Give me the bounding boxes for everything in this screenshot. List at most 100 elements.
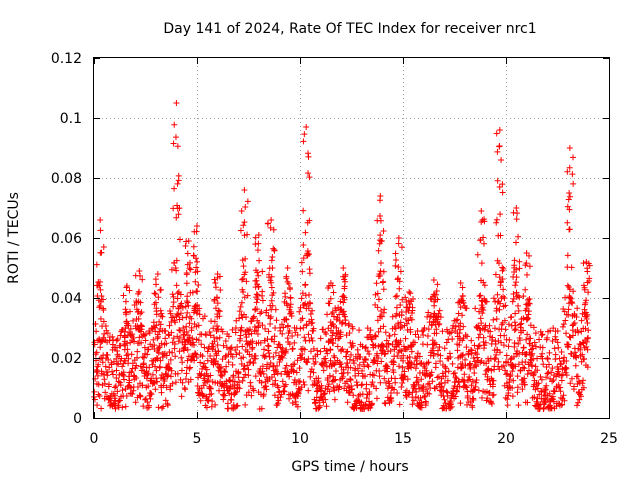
data-point [174, 311, 181, 318]
data-point [565, 311, 572, 318]
data-point [174, 295, 181, 302]
data-point [254, 269, 261, 276]
data-point [174, 290, 181, 297]
data-point [188, 324, 195, 331]
data-point [300, 138, 307, 145]
data-point [236, 350, 243, 357]
data-point [531, 394, 538, 401]
data-point [96, 393, 103, 400]
data-point [522, 358, 529, 365]
data-point [434, 374, 441, 381]
data-point [352, 372, 359, 379]
data-point [554, 327, 561, 334]
data-point [201, 360, 208, 367]
data-point [183, 314, 190, 321]
data-point [392, 312, 399, 319]
data-point [475, 343, 482, 350]
data-point [153, 354, 160, 361]
data-point [168, 367, 175, 374]
data-point [295, 378, 302, 385]
data-point [574, 305, 581, 312]
data-point [285, 280, 292, 287]
data-point [184, 250, 191, 257]
data-point [306, 174, 313, 181]
data-point [326, 372, 333, 379]
data-point [155, 404, 162, 411]
data-point [427, 295, 434, 302]
data-point [185, 238, 192, 244]
data-point [93, 328, 100, 335]
data-point [570, 288, 577, 295]
data-point [460, 351, 467, 358]
data-point [250, 360, 257, 367]
data-point [268, 297, 275, 304]
data-point [559, 323, 566, 330]
data-point [527, 322, 534, 329]
data-point [176, 326, 183, 333]
data-point [405, 307, 412, 314]
data-point [279, 354, 286, 361]
data-point [375, 328, 382, 335]
data-point [496, 183, 503, 190]
data-point [374, 290, 381, 297]
data-point [527, 335, 534, 342]
data-point [302, 281, 309, 288]
data-point [358, 382, 365, 389]
y-tick-label: 0.1 [60, 111, 82, 127]
data-point [369, 335, 376, 342]
data-point [174, 202, 181, 209]
data-point [123, 283, 130, 289]
data-point [562, 317, 569, 324]
data-point [296, 365, 303, 372]
data-point [109, 333, 116, 340]
data-point [561, 308, 568, 315]
data-point [455, 310, 462, 317]
data-point [164, 400, 171, 407]
data-point [493, 216, 500, 223]
data-point [246, 326, 253, 333]
data-point [408, 316, 415, 323]
data-point [186, 265, 193, 272]
data-point [191, 303, 198, 310]
data-point [568, 375, 575, 382]
data-point [260, 370, 267, 377]
data-point [363, 395, 370, 402]
data-point [494, 177, 501, 184]
y-tick-label: 0.08 [51, 171, 82, 187]
data-point [237, 227, 244, 234]
data-point [544, 370, 551, 377]
data-point [128, 369, 135, 376]
data-point [578, 393, 585, 400]
data-point [392, 293, 399, 300]
data-point [152, 276, 159, 283]
data-point [121, 334, 128, 341]
data-point [346, 356, 353, 363]
data-point [312, 358, 319, 365]
data-point [512, 239, 519, 246]
data-point [507, 371, 514, 378]
data-point [523, 260, 530, 267]
data-point [551, 345, 558, 352]
data-point [177, 327, 184, 334]
data-point [583, 297, 590, 304]
data-point [543, 374, 550, 381]
data-point [159, 354, 166, 361]
data-point [563, 372, 570, 379]
data-point [205, 377, 212, 384]
data-point [176, 316, 183, 323]
data-point [120, 369, 127, 376]
data-point [497, 211, 504, 218]
data-point [117, 342, 124, 349]
data-point [115, 378, 122, 385]
data-point [183, 328, 190, 335]
data-point [480, 334, 487, 341]
data-point [507, 356, 514, 363]
data-point [174, 180, 181, 187]
data-point [134, 309, 141, 316]
data-point [398, 323, 405, 330]
data-point [252, 234, 259, 241]
data-point [214, 380, 221, 387]
data-point [336, 383, 343, 390]
data-point [323, 331, 330, 338]
data-point [159, 313, 166, 320]
